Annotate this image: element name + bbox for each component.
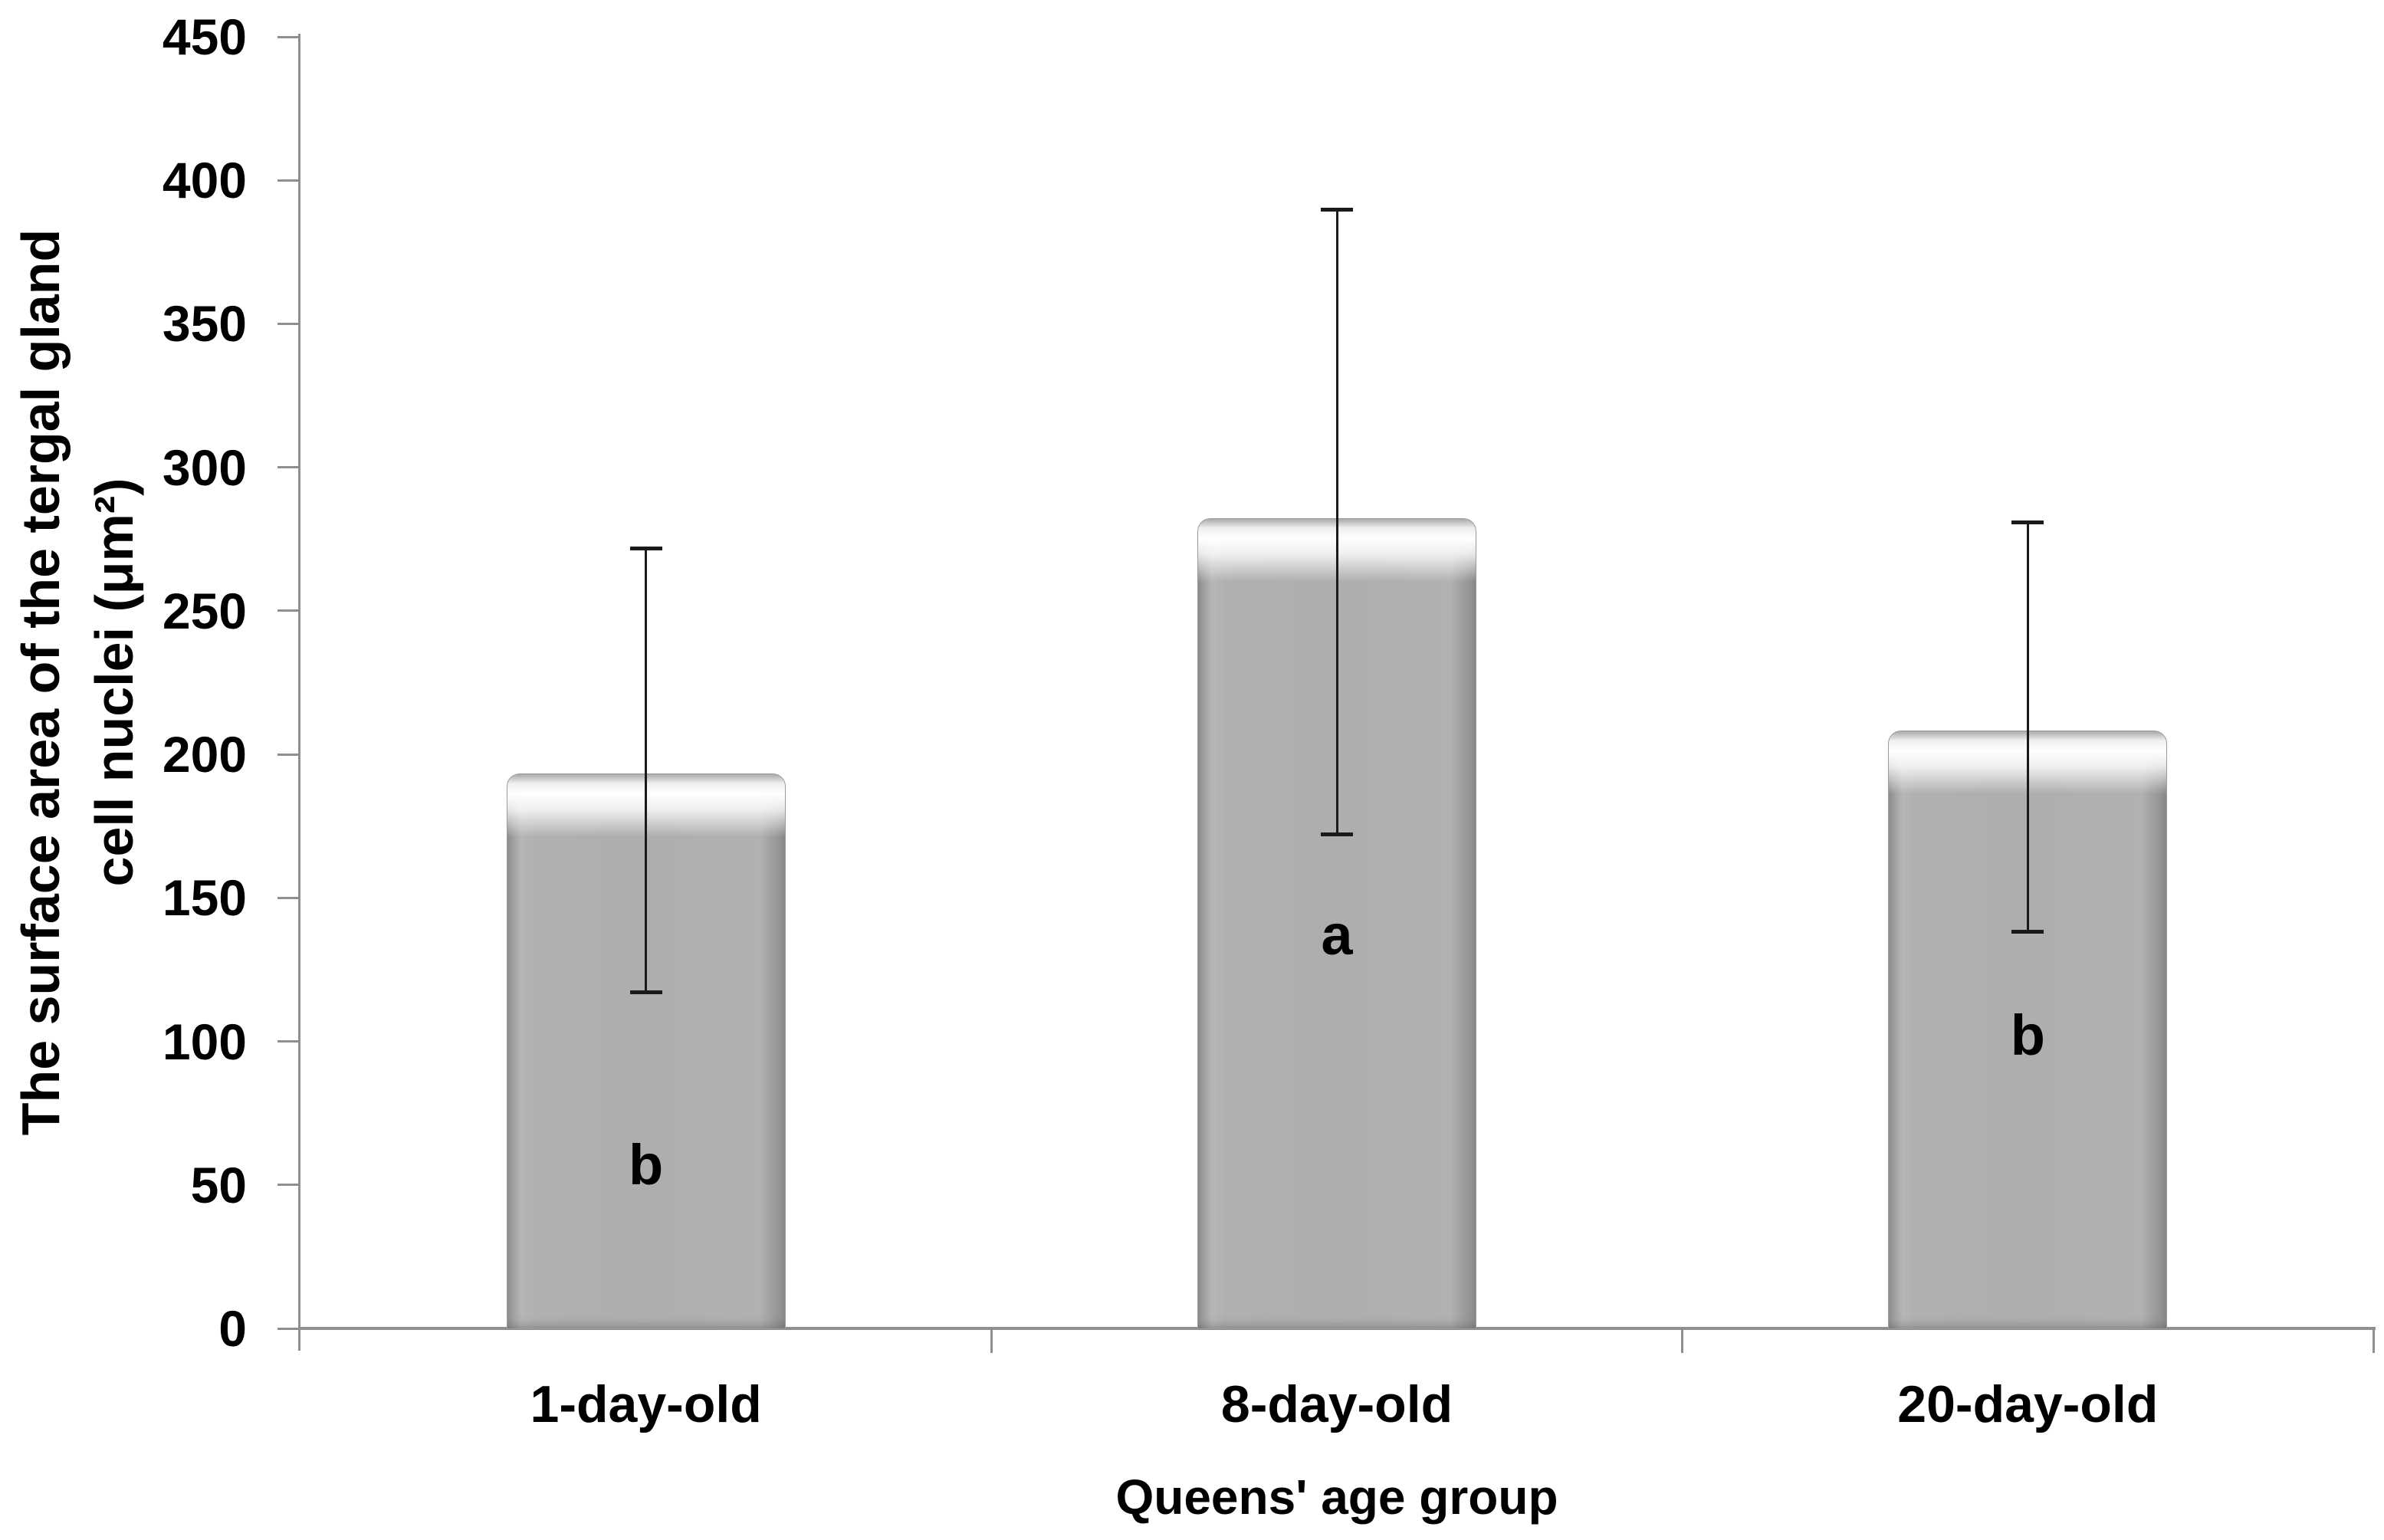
error-bar-cap-top <box>1321 207 1353 212</box>
error-bar-line <box>2026 521 2029 933</box>
y-tick-mark <box>277 896 300 899</box>
y-tick-label: 200 <box>162 726 247 783</box>
x-category-label: 8-day-old <box>1220 1375 1453 1433</box>
x-axis-divider-tick <box>1681 1328 1684 1353</box>
error-bar-cap-bottom <box>2011 930 2044 934</box>
x-axis-end-tick <box>2372 1328 2375 1353</box>
significance-letter: b <box>2010 1003 2045 1068</box>
y-tick-mark <box>277 609 300 612</box>
x-axis-line <box>298 1327 2376 1330</box>
y-axis-title-line1: The surface area of the tergal gland <box>11 228 71 1136</box>
y-axis-title: The surface area of the tergal gland cel… <box>4 34 157 1330</box>
y-tick-mark <box>277 179 300 182</box>
y-tick-mark <box>277 1327 300 1330</box>
y-tick-label: 50 <box>190 1156 247 1213</box>
significance-letter: a <box>1321 903 1353 967</box>
significance-letter: b <box>629 1132 664 1197</box>
y-tick-mark <box>277 35 300 38</box>
y-tick-label: 300 <box>162 438 247 496</box>
y-tick-mark <box>277 1040 300 1043</box>
error-bar-line <box>645 547 648 993</box>
y-tick-label: 150 <box>162 869 247 927</box>
x-category-label: 20-day-old <box>1897 1375 2159 1433</box>
y-tick-mark <box>277 1184 300 1187</box>
y-tick-label: 400 <box>162 152 247 209</box>
y-axis-line <box>298 34 300 1351</box>
y-tick-mark <box>277 466 300 469</box>
error-bar-line <box>1335 209 1338 835</box>
y-tick-label: 350 <box>162 295 247 353</box>
error-bar-cap-top <box>629 546 662 550</box>
y-axis-title-line2: cell nuclei (μm²) <box>84 478 144 887</box>
x-axis-divider-tick <box>990 1328 993 1353</box>
error-bar-cap-bottom <box>1321 832 1353 836</box>
error-bar-cap-bottom <box>629 990 662 994</box>
y-tick-label: 0 <box>218 1300 247 1357</box>
y-tick-mark <box>277 322 300 325</box>
y-tick-label: 450 <box>162 8 247 65</box>
y-tick-label: 100 <box>162 1013 247 1070</box>
error-bar-cap-top <box>2011 520 2044 524</box>
x-category-label: 1-day-old <box>530 1375 762 1433</box>
y-tick-mark <box>277 753 300 756</box>
x-axis-title: Queens' age group <box>1115 1469 1558 1525</box>
bar <box>1889 731 2167 1328</box>
y-tick-label: 250 <box>162 582 247 639</box>
